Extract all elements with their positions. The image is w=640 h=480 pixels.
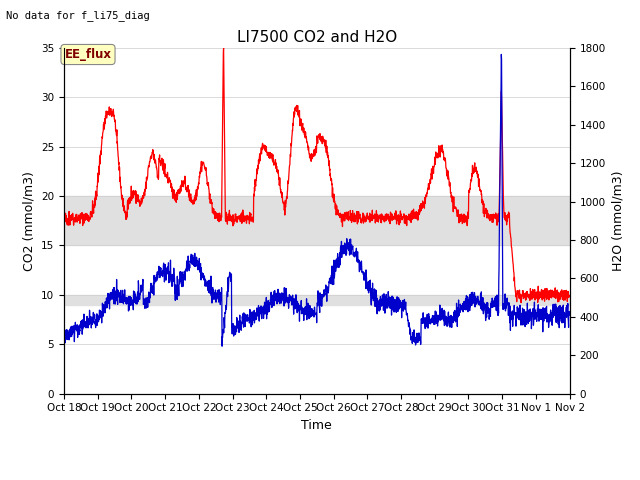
Y-axis label: CO2 (mmol/m3): CO2 (mmol/m3) <box>22 171 35 271</box>
Text: EE_flux: EE_flux <box>65 48 111 61</box>
X-axis label: Time: Time <box>301 419 332 432</box>
Text: No data for f_li75_diag: No data for f_li75_diag <box>6 10 150 21</box>
Bar <box>64 196 570 245</box>
Bar <box>64 295 570 305</box>
Y-axis label: H2O (mmol/m3): H2O (mmol/m3) <box>611 170 624 271</box>
Legend: li75_co2, li75_h2o: li75_co2, li75_h2o <box>212 476 421 480</box>
Title: LI7500 CO2 and H2O: LI7500 CO2 and H2O <box>237 30 397 46</box>
